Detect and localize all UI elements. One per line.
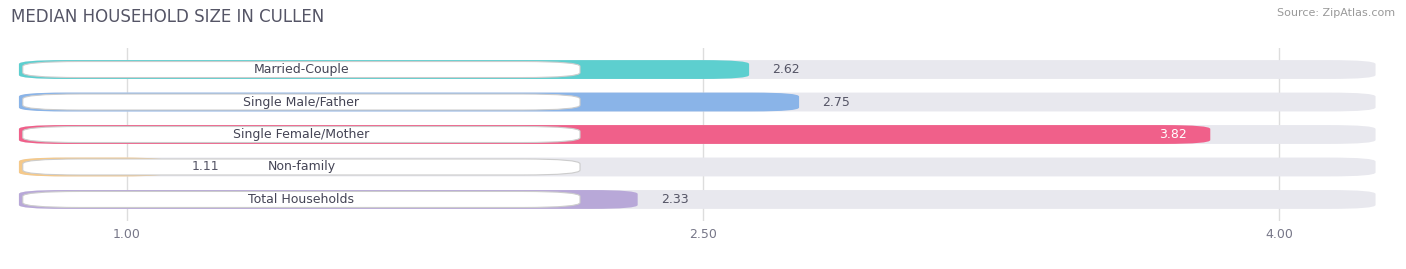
FancyBboxPatch shape [22,159,581,175]
Text: Source: ZipAtlas.com: Source: ZipAtlas.com [1277,8,1395,18]
FancyBboxPatch shape [18,93,799,111]
Text: 2.62: 2.62 [772,63,800,76]
FancyBboxPatch shape [18,60,749,79]
FancyBboxPatch shape [18,125,1211,144]
Text: Married-Couple: Married-Couple [253,63,349,76]
FancyBboxPatch shape [18,125,1375,144]
FancyBboxPatch shape [22,62,581,77]
Text: Single Female/Mother: Single Female/Mother [233,128,370,141]
Text: Single Male/Father: Single Male/Father [243,95,360,108]
FancyBboxPatch shape [18,158,1375,176]
FancyBboxPatch shape [22,94,581,110]
FancyBboxPatch shape [18,158,169,176]
Text: Non-family: Non-family [267,161,336,174]
Text: 1.11: 1.11 [191,161,219,174]
FancyBboxPatch shape [22,126,581,143]
Text: MEDIAN HOUSEHOLD SIZE IN CULLEN: MEDIAN HOUSEHOLD SIZE IN CULLEN [11,8,325,26]
Text: 3.82: 3.82 [1160,128,1187,141]
FancyBboxPatch shape [18,93,1375,111]
FancyBboxPatch shape [18,190,638,209]
FancyBboxPatch shape [18,190,1375,209]
Text: Total Households: Total Households [249,193,354,206]
FancyBboxPatch shape [22,192,581,207]
FancyBboxPatch shape [18,60,1375,79]
Text: 2.33: 2.33 [661,193,689,206]
Text: 2.75: 2.75 [823,95,851,108]
